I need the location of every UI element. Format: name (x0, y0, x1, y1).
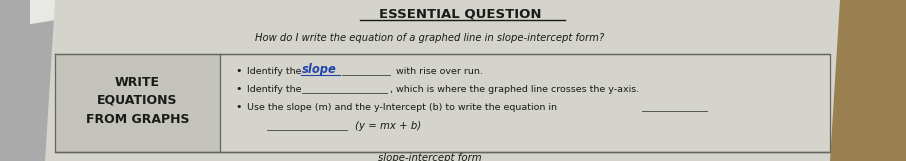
Text: with rise over run.: with rise over run. (393, 66, 483, 76)
Text: FROM GRAPHS: FROM GRAPHS (86, 113, 189, 126)
Text: Use the slope (m) and the y-Intercept (b) to write the equation in: Use the slope (m) and the y-Intercept (b… (247, 103, 560, 112)
Bar (0, 0, 750, 161)
Text: •: • (235, 84, 242, 94)
Text: (y = mx + b): (y = mx + b) (355, 121, 421, 131)
Text: How do I write the equation of a graphed line in slope-intercept form?: How do I write the equation of a graphed… (255, 33, 604, 43)
Text: •: • (235, 102, 242, 112)
Text: Identify the: Identify the (247, 66, 304, 76)
Bar (55, 54, 220, 152)
Polygon shape (0, 0, 60, 161)
Text: WRITE: WRITE (115, 76, 160, 89)
Polygon shape (30, 0, 100, 24)
Bar (750, 0, 906, 161)
Text: ESSENTIAL QUESTION: ESSENTIAL QUESTION (379, 8, 541, 20)
Text: EQUATIONS: EQUATIONS (97, 94, 178, 106)
Text: •: • (235, 66, 242, 76)
Bar (220, 54, 830, 152)
Text: slope-intercept form: slope-intercept form (378, 153, 482, 161)
Text: , which is where the graphed line crosses the y-axis.: , which is where the graphed line crosse… (390, 85, 640, 94)
Polygon shape (45, 0, 840, 161)
Text: slope: slope (302, 62, 337, 76)
Text: Identify the: Identify the (247, 85, 304, 94)
